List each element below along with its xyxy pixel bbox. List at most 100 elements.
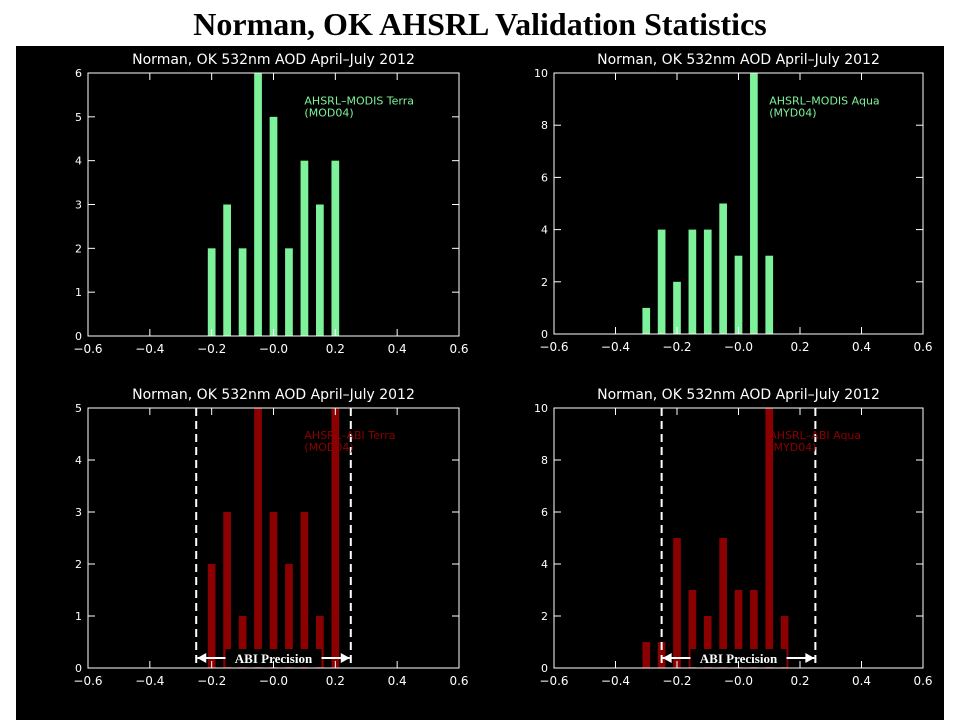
y-tick-label: 6 (541, 506, 548, 519)
chart-panel-3: Norman, OK 532nm AOD April–July 2012 ABI … (73, 387, 468, 688)
y-tick-label: 8 (541, 454, 548, 467)
y-tick-label: 0 (541, 662, 548, 675)
x-tick-label: 0.4 (388, 674, 407, 688)
x-tick-label: −0.2 (662, 340, 691, 354)
y-tick-label: 2 (75, 558, 82, 571)
bar (765, 408, 774, 668)
y-tick-label: 0 (541, 328, 548, 341)
legend-line: AHSRL–ABI Aqua (769, 429, 861, 442)
x-tick-label: 0.2 (326, 342, 345, 356)
x-tick-label: −0.2 (197, 674, 226, 688)
page-title: Norman, OK AHSRL Validation Statistics (193, 6, 767, 42)
x-tick-label: −0.0 (724, 340, 753, 354)
bar (657, 229, 666, 334)
bar (734, 255, 743, 334)
bar (269, 116, 278, 336)
precision-arrowhead-left (197, 653, 207, 663)
bar (238, 616, 247, 668)
bar (673, 281, 681, 334)
bar (703, 616, 712, 668)
x-tick-label: 0.4 (852, 340, 871, 354)
y-tick-label: 4 (541, 558, 548, 571)
y-tick-label: 10 (534, 402, 548, 415)
bar (688, 590, 697, 668)
legend-line: (MYD04) (769, 106, 816, 119)
y-tick-label: 5 (75, 402, 82, 415)
y-tick-label: 10 (534, 67, 548, 80)
y-tick-label: 5 (75, 111, 82, 124)
chart-title: Norman, OK 532nm AOD April–July 2012 (597, 387, 880, 403)
legend-line: (MYD04) (769, 441, 816, 454)
legend-line: AHSRL–MODIS Terra (304, 95, 414, 108)
chart-title: Norman, OK 532nm AOD April–July 2012 (597, 52, 880, 68)
y-tick-label: 3 (75, 506, 82, 519)
y-tick-label: 0 (75, 662, 82, 675)
x-tick-label: −0.2 (662, 674, 691, 688)
bar (207, 564, 216, 668)
x-tick-label: −0.2 (197, 342, 226, 356)
x-tick-label: −0.4 (601, 674, 630, 688)
y-tick-label: 3 (75, 199, 82, 212)
bar (750, 73, 758, 334)
y-tick-label: 0 (75, 330, 82, 343)
bar (765, 255, 774, 334)
y-tick-label: 2 (75, 242, 82, 255)
bar (316, 616, 324, 668)
x-tick-label: 0.2 (790, 674, 809, 688)
x-tick-label: 0.4 (852, 674, 871, 688)
chart-panel-2: Norman, OK 532nm AOD April–July 2012 AHSR… (534, 52, 933, 354)
bar (331, 160, 340, 336)
bar (285, 564, 293, 668)
chart-title: Norman, OK 532nm AOD April–July 2012 (132, 52, 415, 68)
bar (331, 408, 340, 668)
bar (673, 538, 681, 668)
precision-arrowhead-right (340, 653, 350, 663)
bar (703, 229, 712, 334)
bar (316, 204, 324, 336)
y-tick-label: 4 (75, 454, 82, 467)
bar (285, 248, 293, 336)
legend-line: AHSRL–ABI Terra (304, 429, 395, 442)
y-tick-label: 1 (75, 286, 82, 299)
plot-area: Norman, OK 532nm AOD April–July 2012 AHSR… (16, 46, 944, 720)
x-tick-label: −0.4 (135, 674, 164, 688)
precision-label-bg (690, 649, 787, 667)
bar (300, 160, 309, 336)
y-tick-label: 4 (541, 224, 548, 237)
precision-arrowhead-left (662, 653, 672, 663)
x-tick-label: 0.2 (790, 340, 809, 354)
bar (719, 203, 727, 334)
bar (300, 512, 309, 668)
x-tick-label: −0.4 (601, 340, 630, 354)
chart-title: Norman, OK 532nm AOD April–July 2012 (132, 387, 415, 403)
bar (780, 616, 789, 668)
y-tick-label: 2 (541, 610, 548, 623)
y-tick-label: 6 (75, 67, 82, 80)
y-tick-label: 8 (541, 119, 548, 132)
precision-label: ABI Precision (700, 651, 778, 666)
bar (750, 590, 758, 668)
bar (642, 307, 651, 334)
x-tick-label: −0.4 (135, 342, 164, 356)
bar (254, 73, 262, 336)
bar (238, 248, 247, 336)
x-tick-label: 0.2 (326, 674, 345, 688)
precision-arrowhead-right (805, 653, 815, 663)
chart-panel-1: Norman, OK 532nm AOD April–July 2012 AHSR… (73, 52, 468, 356)
chart-panel-4: Norman, OK 532nm AOD April–July 2012 ABI … (534, 387, 933, 688)
x-tick-label: 0.4 (388, 342, 407, 356)
bar (269, 512, 278, 668)
x-tick-label: −0.0 (259, 342, 288, 356)
x-tick-label: 0.6 (449, 674, 468, 688)
legend-line: (MOD04) (304, 441, 353, 454)
x-tick-label: −0.6 (73, 342, 102, 356)
y-tick-label: 1 (75, 610, 82, 623)
bar (688, 229, 697, 334)
precision-label-bg (225, 649, 322, 667)
x-tick-label: −0.6 (73, 674, 102, 688)
bar (254, 408, 262, 668)
x-tick-label: 0.6 (913, 674, 932, 688)
bar (719, 538, 727, 668)
x-tick-label: 0.6 (449, 342, 468, 356)
y-tick-label: 6 (541, 171, 548, 184)
